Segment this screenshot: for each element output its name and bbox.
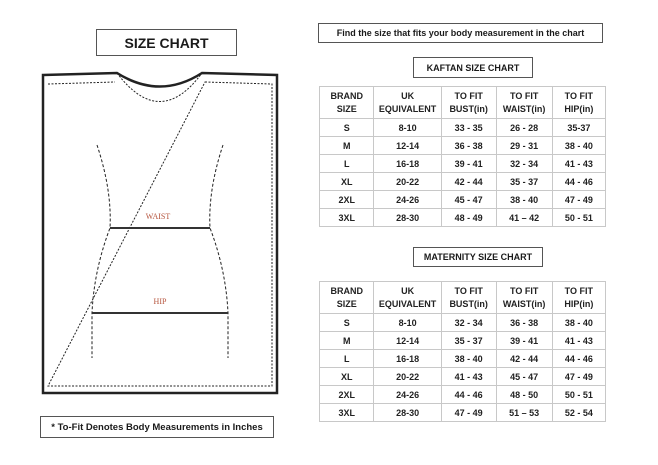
table-cell: 28-30: [373, 403, 442, 422]
table-cell: 8-10: [373, 313, 442, 332]
table-cell: 24-26: [373, 190, 442, 209]
column-header: TO FIT WAIST(in): [495, 281, 553, 314]
table-cell: 2XL: [318, 190, 375, 209]
table-cell: 50 - 51: [551, 385, 607, 404]
table-cell: 44 - 46: [440, 385, 497, 404]
table-cell: 28-30: [373, 208, 442, 227]
body-left-curve: [91, 144, 111, 358]
table-cell: 38 - 40: [551, 136, 607, 155]
column-header: TO FIT WAIST(in): [495, 86, 553, 119]
column-header: BRAND SIZE: [318, 86, 375, 119]
table-cell: 47 - 49: [551, 367, 607, 386]
size-chart-title: SIZE CHART: [96, 29, 237, 56]
table-cell: 38 - 40: [551, 313, 607, 332]
kaftan-title: KAFTAN SIZE CHART: [413, 57, 533, 78]
table-cell: 3XL: [318, 403, 375, 422]
table-cell: 41 - 43: [551, 331, 607, 350]
measurement-note: * To-Fit Denotes Body Measurements in In…: [40, 416, 274, 438]
table-cell: XL: [318, 367, 375, 386]
body-right-curve: [209, 144, 229, 358]
table-cell: 2XL: [318, 385, 375, 404]
table-row: S 8-10 33 - 35 26 - 28 35-37: [318, 118, 607, 137]
table-cell: 50 - 51: [551, 208, 607, 227]
instruction-text: Find the size that fits your body measur…: [318, 23, 603, 43]
table-cell: 36 - 38: [440, 136, 497, 155]
table-row: XL 20-22 41 - 43 45 - 47 47 - 49: [318, 367, 607, 386]
table-row: M 12-14 36 - 38 29 - 31 38 - 40: [318, 136, 607, 155]
table-cell: 42 - 44: [495, 349, 553, 368]
table-cell: 47 - 49: [551, 190, 607, 209]
table-cell: 24-26: [373, 385, 442, 404]
table-cell: 51 – 53: [495, 403, 553, 422]
table-row: 3XL 28-30 47 - 49 51 – 53 52 - 54: [318, 403, 607, 422]
table-cell: 48 - 49: [440, 208, 497, 227]
column-header: TO FIT HIP(in): [551, 86, 607, 119]
column-header: UK EQUIVALENT: [373, 86, 442, 119]
table-cell: 16-18: [373, 154, 442, 173]
table-row: XL 20-22 42 - 44 35 - 37 44 - 46: [318, 172, 607, 191]
hip-label: HIP: [153, 297, 167, 306]
table-cell: 41 - 43: [551, 154, 607, 173]
table-cell: XL: [318, 172, 375, 191]
table-cell: L: [318, 349, 375, 368]
table-cell: 39 - 41: [440, 154, 497, 173]
table-row: S 8-10 32 - 34 36 - 38 38 - 40: [318, 313, 607, 332]
table-cell: M: [318, 331, 375, 350]
table-row: 2XL 24-26 45 - 47 38 - 40 47 - 49: [318, 190, 607, 209]
table-cell: 8-10: [373, 118, 442, 137]
column-header: UK EQUIVALENT: [373, 281, 442, 314]
table-cell: 48 - 50: [495, 385, 553, 404]
stitch-line: [47, 81, 273, 387]
header-row: BRAND SIZE UK EQUIVALENT TO FIT BUST(in) TO FI…: [318, 86, 607, 119]
column-header: TO FIT HIP(in): [551, 281, 607, 314]
table-cell: 32 - 34: [440, 313, 497, 332]
table-cell: L: [318, 154, 375, 173]
table-cell: 20-22: [373, 172, 442, 191]
table-cell: 16-18: [373, 349, 442, 368]
table-cell: 44 - 46: [551, 172, 607, 191]
table-row: L 16-18 38 - 40 42 - 44 44 - 46: [318, 349, 607, 368]
garment-outline: [41, 71, 279, 395]
table-cell: 47 - 49: [440, 403, 497, 422]
table-cell: 33 - 35: [440, 118, 497, 137]
maternity-size-table: BRAND SIZE UK EQUIVALENT TO FIT BUST(in) TO FI…: [318, 281, 607, 422]
table-cell: S: [318, 313, 375, 332]
table-cell: 35-37: [551, 118, 607, 137]
table-cell: 39 - 41: [495, 331, 553, 350]
table-cell: S: [318, 118, 375, 137]
waist-label: WAIST: [145, 212, 171, 221]
column-header: BRAND SIZE: [318, 281, 375, 314]
table-row: L 16-18 39 - 41 32 - 34 41 - 43: [318, 154, 607, 173]
column-header: TO FIT BUST(in): [440, 86, 497, 119]
table-cell: 12-14: [373, 331, 442, 350]
table-cell: 35 - 37: [440, 331, 497, 350]
table-cell: 44 - 46: [551, 349, 607, 368]
table-cell: 45 - 47: [440, 190, 497, 209]
maternity-title: MATERNITY SIZE CHART: [413, 247, 543, 267]
kaftan-size-table: BRAND SIZE UK EQUIVALENT TO FIT BUST(in) TO FI…: [318, 86, 607, 227]
table-cell: 41 - 43: [440, 367, 497, 386]
garment-diagram: [41, 71, 279, 395]
table-cell: 3XL: [318, 208, 375, 227]
table-cell: 45 - 47: [495, 367, 553, 386]
table-cell: 20-22: [373, 367, 442, 386]
table-row: 2XL 24-26 44 - 46 48 - 50 50 - 51: [318, 385, 607, 404]
table-cell: 29 - 31: [495, 136, 553, 155]
table-cell: 26 - 28: [495, 118, 553, 137]
table-cell: 38 - 40: [440, 349, 497, 368]
table-cell: M: [318, 136, 375, 155]
table-cell: 52 - 54: [551, 403, 607, 422]
table-row: M 12-14 35 - 37 39 - 41 41 - 43: [318, 331, 607, 350]
table-cell: 36 - 38: [495, 313, 553, 332]
table-cell: 32 - 34: [495, 154, 553, 173]
table-cell: 12-14: [373, 136, 442, 155]
table-cell: 38 - 40: [495, 190, 553, 209]
table-cell: 42 - 44: [440, 172, 497, 191]
table-row: 3XL 28-30 48 - 49 41 – 42 50 - 51: [318, 208, 607, 227]
table-cell: 41 – 42: [495, 208, 553, 227]
neck-inner: [116, 72, 203, 102]
table-cell: 35 - 37: [495, 172, 553, 191]
header-row: BRAND SIZE UK EQUIVALENT TO FIT BUST(in) TO FI…: [318, 281, 607, 314]
column-header: TO FIT BUST(in): [440, 281, 497, 314]
